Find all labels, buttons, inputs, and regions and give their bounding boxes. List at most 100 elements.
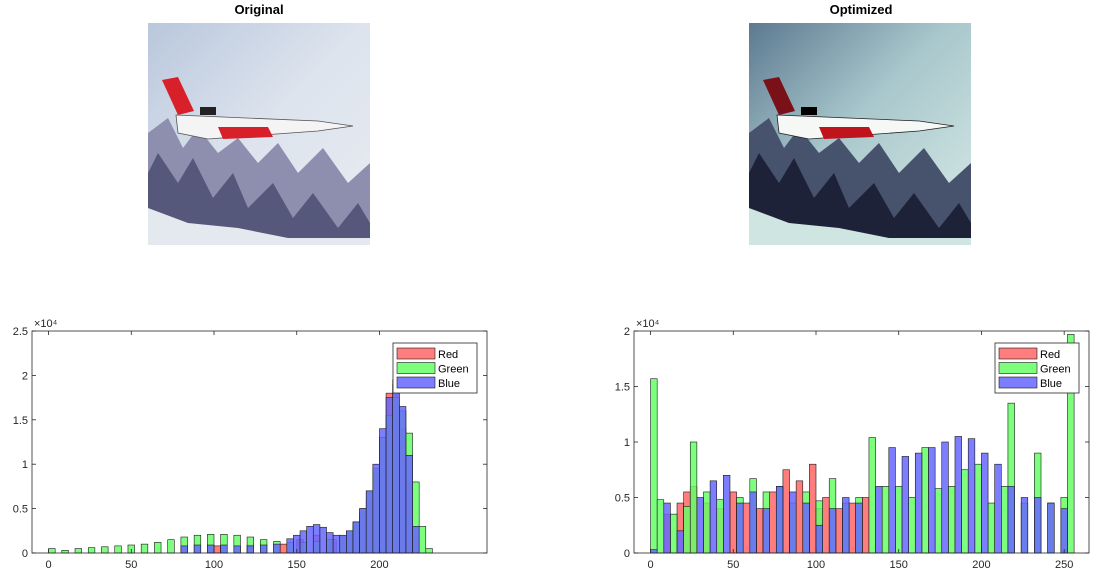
bar-green [48, 548, 56, 554]
bar-blue [994, 463, 1002, 554]
bar-blue [941, 441, 949, 554]
bar-red [809, 463, 817, 554]
legend-swatch-red [396, 347, 436, 360]
bar-green [670, 513, 678, 554]
bar-blue [981, 452, 989, 554]
bar-blue [306, 526, 314, 554]
bar-blue [299, 530, 307, 554]
y-tick-label: 2 [22, 370, 28, 382]
bar-blue [260, 544, 268, 554]
bar-blue [332, 534, 341, 554]
bar-blue [392, 379, 400, 554]
bar-red [862, 497, 870, 554]
bar-green [987, 502, 995, 554]
bar-red [835, 508, 843, 554]
x-tick-label: 0 [45, 559, 51, 571]
bar-blue [1034, 497, 1042, 554]
y-tick-label: 1 [22, 459, 28, 471]
bar-blue [723, 474, 731, 554]
bar-blue [339, 534, 347, 554]
bar-blue [762, 508, 770, 554]
bar-blue [749, 491, 757, 554]
bar-blue [193, 544, 202, 554]
x-tick-label: 150 [890, 559, 908, 571]
bar-green [87, 547, 96, 554]
bar-blue [914, 452, 923, 554]
legend-label-red: Red [438, 349, 458, 361]
bar-blue [709, 480, 718, 554]
bar-green [921, 447, 929, 554]
bar-red [279, 543, 288, 554]
bar-red [795, 480, 804, 554]
legend-swatch-green [998, 362, 1038, 374]
bar-blue [888, 447, 896, 554]
bar-green [154, 542, 162, 554]
bar-blue [319, 526, 327, 554]
bar-blue [346, 530, 354, 554]
bar-blue [815, 524, 823, 554]
legend-swatch-red [998, 347, 1038, 360]
histogram-optimized: 0 0.5 1 1.5 2 0 50 100 150 200 250 ×10⁴ Red Green Blue [615, 318, 1090, 571]
y-tick-label: 0.5 [13, 504, 28, 516]
bar-blue [775, 486, 784, 554]
optimized-image [749, 23, 971, 245]
y-tick-label: 1 [624, 437, 630, 449]
histogram-original: 0 0.5 1 1.5 2 2.5 0 50 100 150 200 ×10⁴ Red Green Blue [13, 318, 488, 571]
bar-blue [312, 524, 321, 554]
bar-blue [385, 397, 393, 554]
bar-red [822, 497, 830, 554]
bar-blue [967, 438, 976, 554]
bar-green [1001, 486, 1009, 554]
bar-green [703, 491, 711, 554]
bar-blue [789, 491, 797, 554]
bar-blue [1020, 497, 1029, 554]
bar-blue [928, 447, 936, 554]
bar-green [934, 488, 943, 554]
bar-blue [359, 508, 367, 554]
bar-blue [207, 544, 215, 554]
bar-blue [233, 545, 241, 554]
y-tick-label: 0 [624, 548, 630, 560]
bar-green [716, 499, 724, 554]
bar-blue [736, 502, 744, 554]
y-exponent-label: ×10⁴ [34, 318, 58, 330]
x-tick-label: 100 [807, 559, 825, 571]
bar-blue [1007, 486, 1015, 554]
bar-red [848, 502, 857, 554]
x-tick-label: 50 [125, 559, 137, 571]
bar-blue [901, 456, 909, 554]
y-tick-label: 1.5 [615, 382, 630, 394]
bar-blue [842, 497, 850, 554]
bar-green [101, 546, 109, 554]
bar-green [425, 548, 433, 554]
x-tick-label: 250 [1055, 559, 1073, 571]
legend-label-blue: Blue [1040, 378, 1062, 390]
axes-box [31, 330, 488, 554]
x-tick-label: 200 [972, 559, 990, 571]
bar-green [140, 543, 149, 554]
y-tick-label: 2.5 [13, 326, 28, 338]
y-tick-label: 0 [22, 548, 28, 560]
bar-green [868, 437, 876, 554]
bar-red [782, 469, 790, 554]
bar-green [974, 463, 982, 554]
bar-red [769, 491, 777, 554]
bar-green [650, 378, 658, 554]
bar-green [656, 499, 665, 554]
x-tick-label: 0 [647, 559, 653, 571]
bar-red [742, 502, 751, 554]
bar-blue [399, 406, 407, 554]
bar-blue [650, 549, 658, 554]
bar-green [418, 526, 427, 554]
bar-blue [663, 502, 671, 554]
legend-label-green: Green [438, 364, 469, 376]
bar-red [756, 508, 764, 554]
bar-red [213, 545, 221, 554]
original-title: Original [234, 2, 284, 17]
bar-blue [286, 538, 294, 554]
bar-blue [372, 463, 380, 554]
legend: Red Green Blue [392, 342, 478, 394]
legend-label-red: Red [1040, 349, 1060, 361]
bar-blue [379, 428, 387, 554]
